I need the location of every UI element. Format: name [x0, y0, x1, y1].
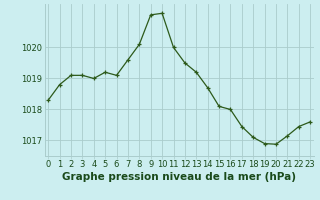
X-axis label: Graphe pression niveau de la mer (hPa): Graphe pression niveau de la mer (hPa) — [62, 172, 296, 182]
